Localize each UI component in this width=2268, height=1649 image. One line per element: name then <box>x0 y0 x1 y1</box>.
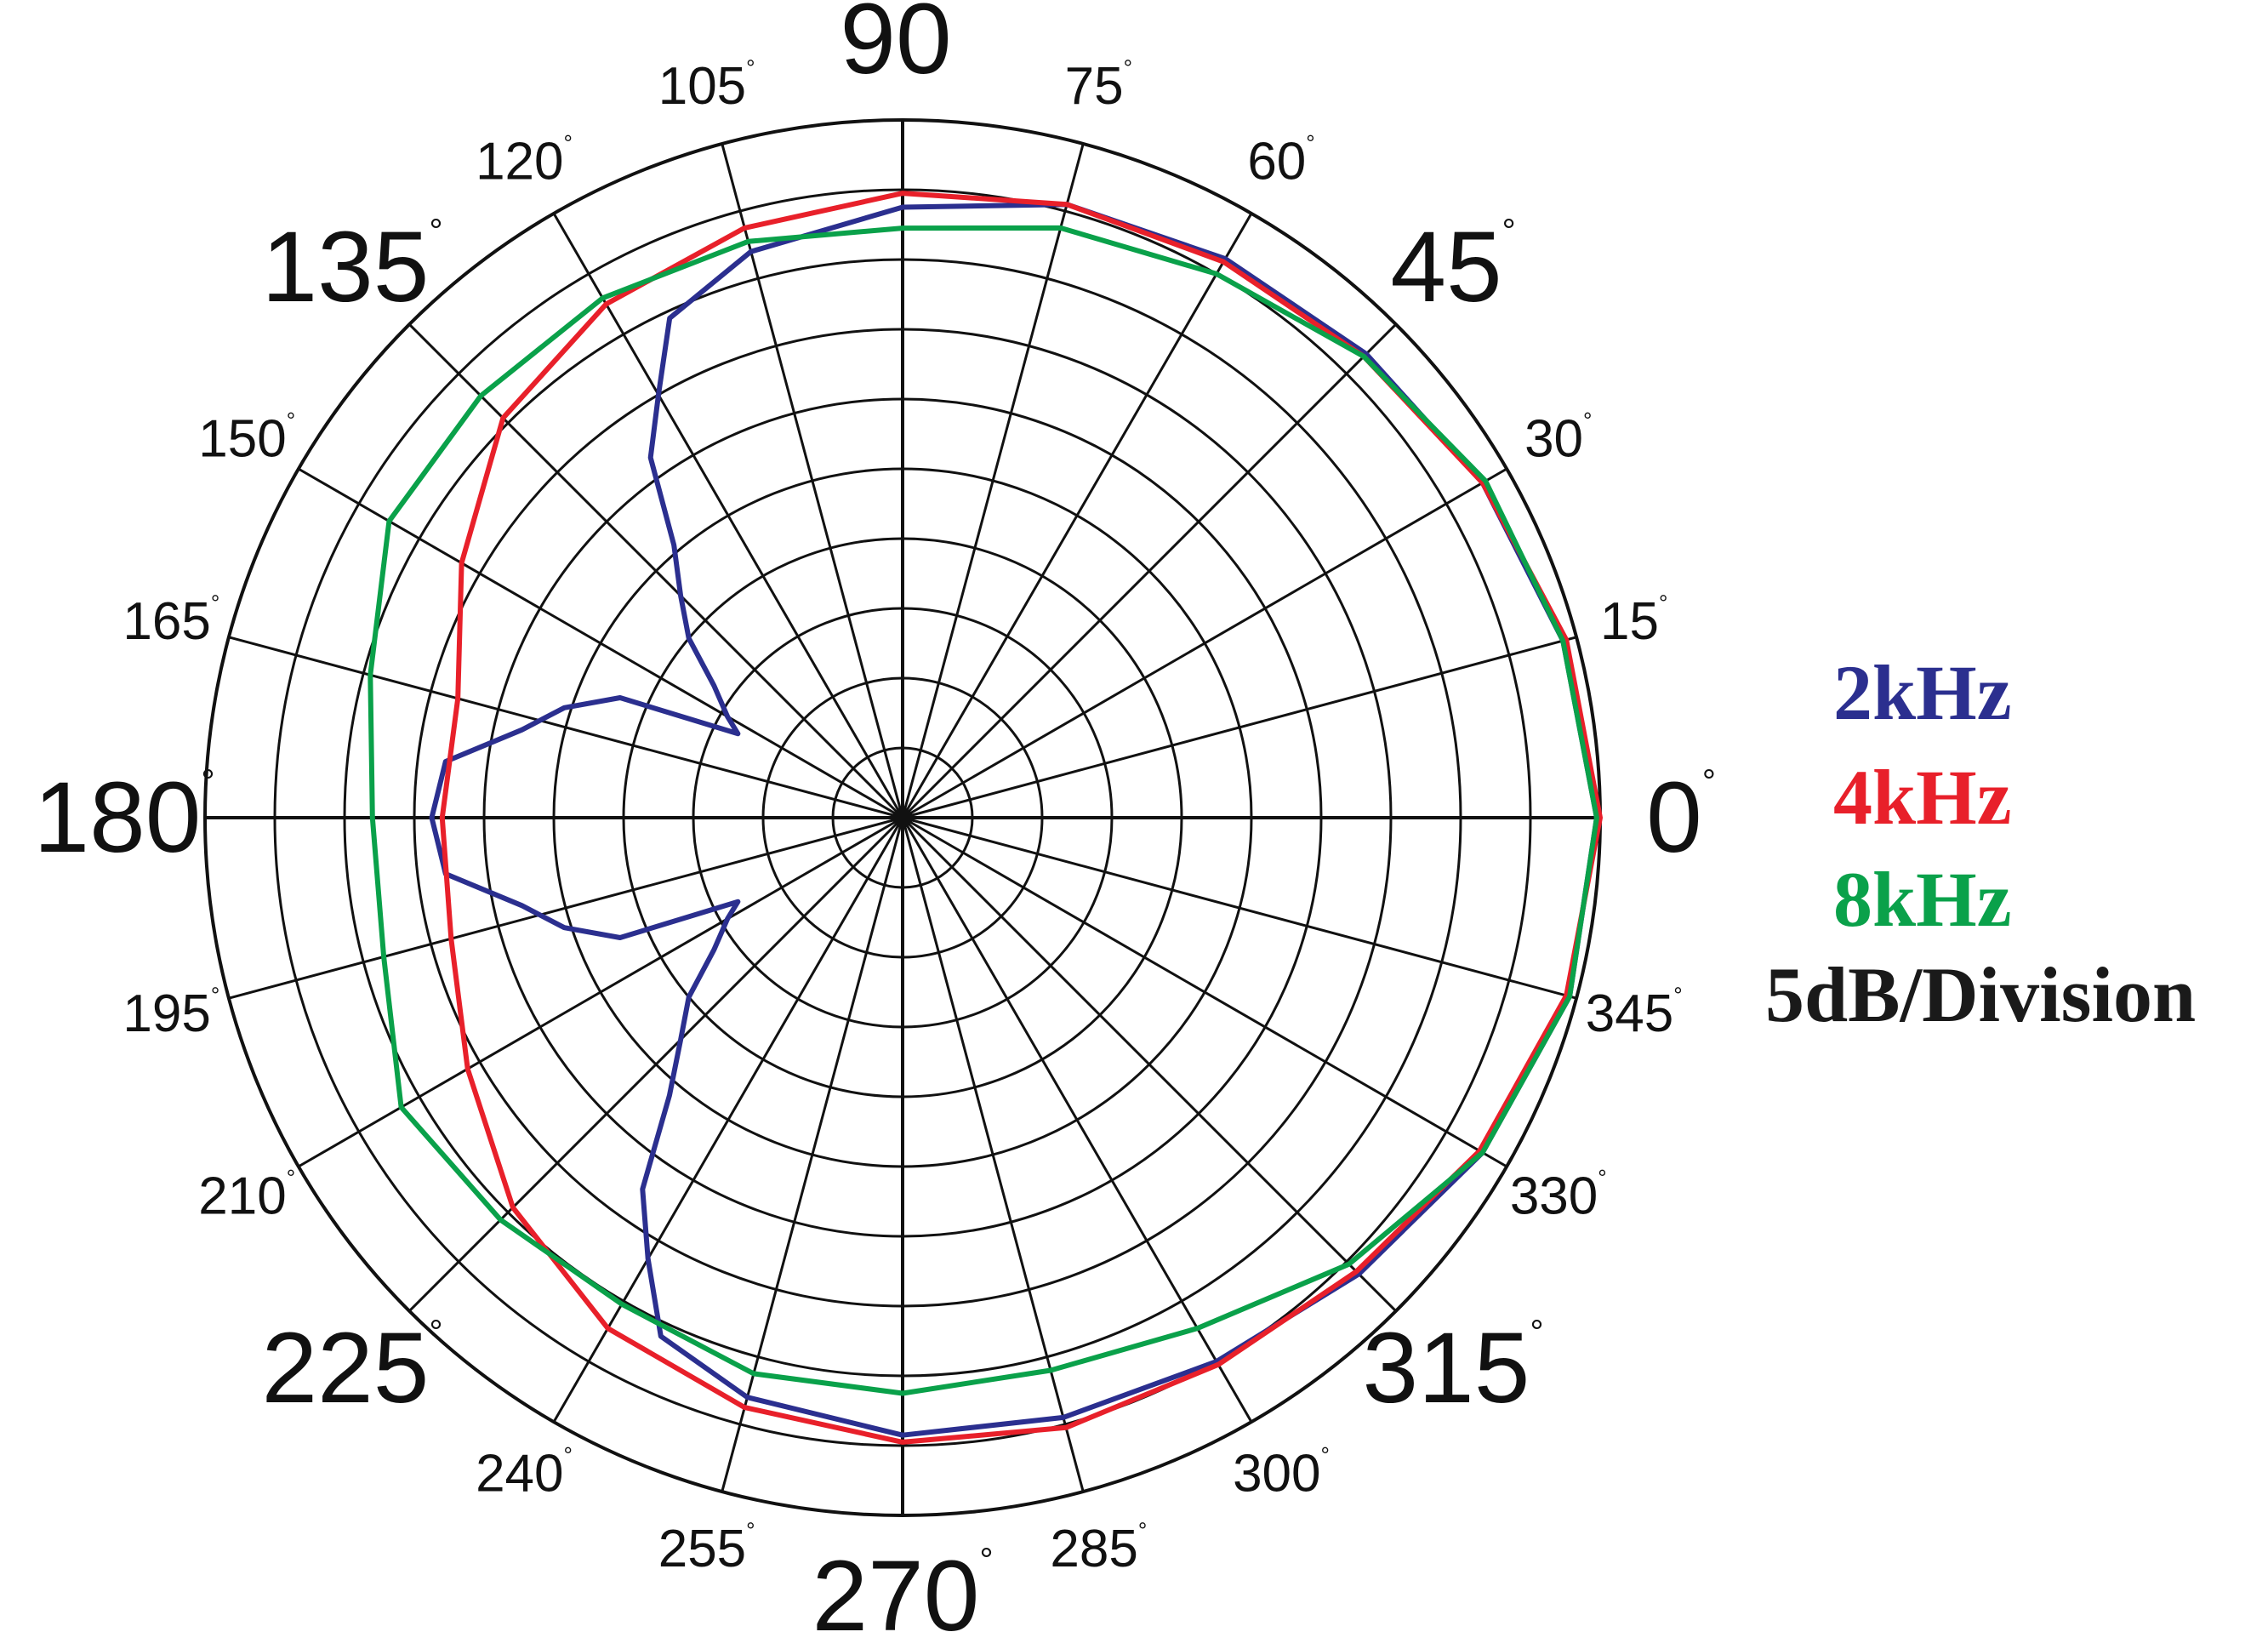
grid-spoke-60 <box>901 213 1253 819</box>
angle-label-345: 345° <box>1586 982 1683 1043</box>
angle-labels: 0° 15° 30° 45° 60° 75° 90° 105° 120° 135° 150° 165°… <box>34 0 1716 1649</box>
grid-spoke-195 <box>228 816 903 1000</box>
angle-label-195: 195° <box>123 982 219 1043</box>
angle-label-120: 120° <box>476 130 573 191</box>
angle-label-45: 45° <box>1390 211 1515 323</box>
grid-spoke-15 <box>902 636 1577 819</box>
angle-label-15: 15° <box>1600 591 1667 652</box>
angle-label-315: 315° <box>1363 1312 1544 1424</box>
grid-spoke-120 <box>552 213 904 819</box>
angle-label-165: 165° <box>123 591 219 652</box>
angle-label-135: 135° <box>262 211 443 323</box>
angle-label-75: 75° <box>1065 54 1132 116</box>
radial-scale-label: 5dB/Division <box>1765 951 2196 1038</box>
grid-spoke-315 <box>901 816 1397 1312</box>
angle-label-180: 180° <box>34 762 215 874</box>
grid-spoke-165 <box>228 636 903 819</box>
grid-spoke-45 <box>901 323 1397 819</box>
series-line-4khz <box>439 191 1603 1445</box>
angle-label-150: 150° <box>198 408 295 469</box>
angle-label-285: 285° <box>1050 1518 1147 1579</box>
angle-label-300: 300° <box>1233 1442 1330 1504</box>
angle-label-225: 225° <box>262 1312 443 1424</box>
grid-spoke-225 <box>408 816 904 1312</box>
legend-item-8khz: 8kHz <box>1833 856 2012 943</box>
angle-label-0: 0° <box>1646 762 1716 874</box>
angle-label-270: 270° <box>812 1540 994 1649</box>
grid-spoke-30 <box>902 467 1507 819</box>
legend-item-2khz: 2kHz <box>1833 649 2012 736</box>
angle-label-240: 240° <box>476 1442 573 1504</box>
angle-label-30: 30° <box>1524 408 1592 469</box>
angle-label-255: 255° <box>658 1518 755 1579</box>
grid-spoke-105 <box>721 143 904 819</box>
legend-item-4khz: 4kHz <box>1833 754 2012 841</box>
grid-spoke-150 <box>298 467 903 819</box>
angle-label-60: 60° <box>1247 130 1314 191</box>
grid-spoke-285 <box>901 817 1085 1492</box>
angle-label-330: 330° <box>1510 1165 1607 1226</box>
polar-curves <box>368 191 1603 1445</box>
grid-spoke-240 <box>552 817 904 1423</box>
angle-label-90: 90° <box>840 0 965 95</box>
grid-spoke-300 <box>901 817 1253 1423</box>
grid-spoke-75 <box>901 143 1085 819</box>
angle-label-210: 210° <box>198 1165 295 1226</box>
series-line-2khz <box>429 202 1599 1438</box>
grid-spoke-135 <box>408 323 904 819</box>
grid-spoke-255 <box>721 817 904 1492</box>
grid-spoke-330 <box>902 816 1507 1168</box>
series-line-8khz <box>368 225 1599 1396</box>
grid-spoke-345 <box>902 816 1577 1000</box>
legend: 2kHz 4kHz 8kHz 5dB/Division <box>1765 649 2196 1038</box>
angle-label-105: 105° <box>658 54 755 116</box>
